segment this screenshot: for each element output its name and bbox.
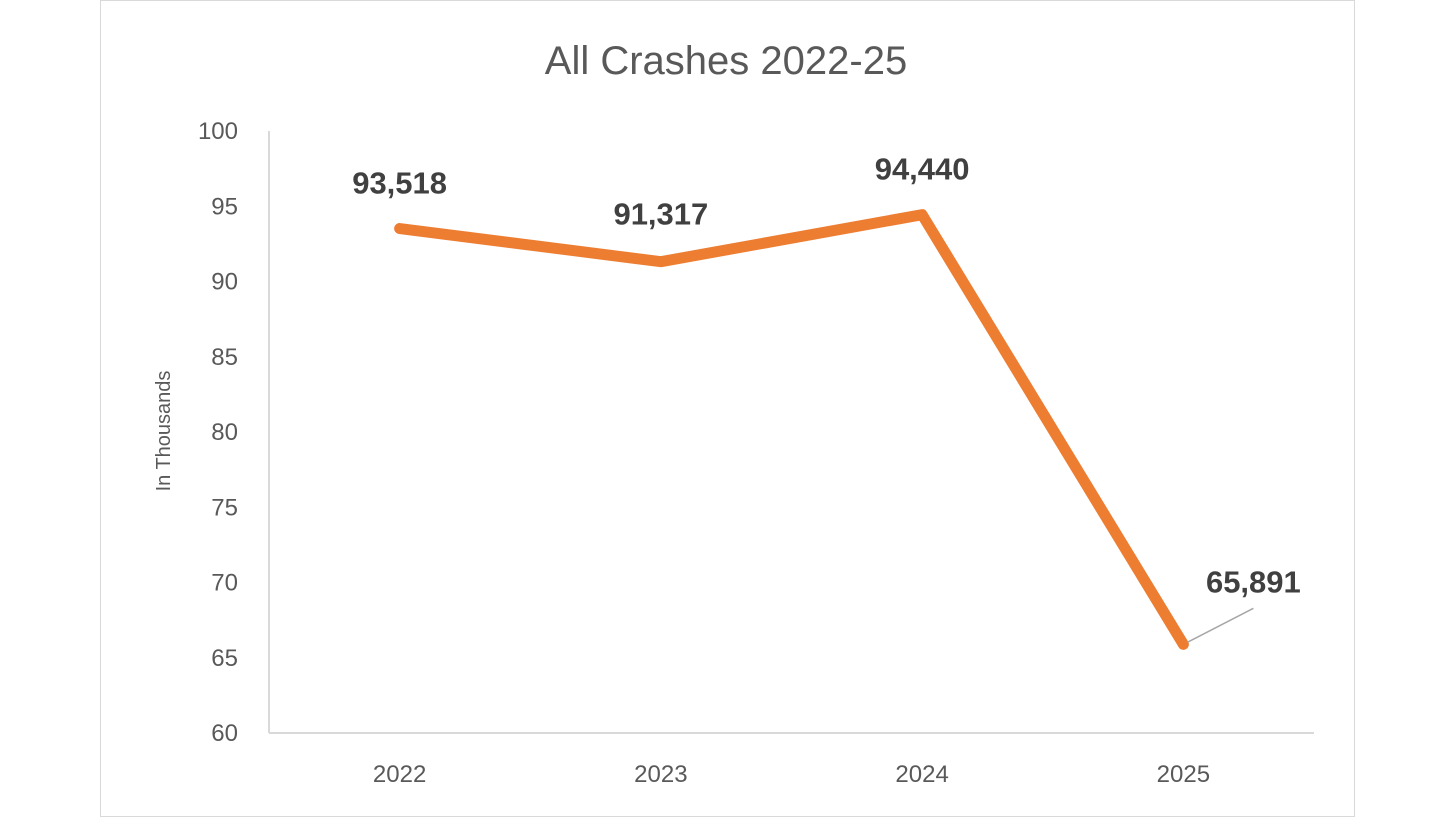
y-tick-label: 75 — [211, 494, 238, 521]
y-tick-label: 90 — [211, 269, 238, 296]
x-axis-ticks: 2022 2023 2024 2025 — [373, 761, 1210, 788]
data-labels: 93,518 91,317 94,440 65,891 — [352, 152, 1301, 644]
y-tick-label: 80 — [211, 419, 238, 446]
leader-line — [1187, 607, 1254, 644]
data-label: 93,518 — [352, 166, 447, 201]
y-axis-label: In Thousands — [153, 371, 175, 492]
chart-area — [100, 0, 1355, 817]
y-tick-label: 70 — [211, 570, 238, 597]
data-label: 65,891 — [1206, 564, 1301, 599]
y-tick-label: 85 — [211, 344, 238, 371]
y-axis-ticks: 60 65 70 75 80 85 90 95 100 — [198, 118, 238, 747]
data-label: 94,440 — [875, 152, 970, 187]
data-label: 91,317 — [613, 197, 708, 232]
x-tick-label: 2022 — [373, 761, 426, 788]
x-tick-label: 2024 — [895, 761, 948, 788]
x-tick-label: 2023 — [634, 761, 687, 788]
y-tick-label: 65 — [211, 645, 238, 672]
y-tick-label: 100 — [198, 118, 238, 145]
chart-title: All Crashes 2022-25 — [545, 39, 907, 83]
y-tick-label: 60 — [211, 720, 238, 747]
series-line — [394, 209, 1189, 650]
x-tick-label: 2025 — [1157, 761, 1210, 788]
y-tick-label: 95 — [211, 193, 238, 220]
series-group — [394, 209, 1189, 650]
